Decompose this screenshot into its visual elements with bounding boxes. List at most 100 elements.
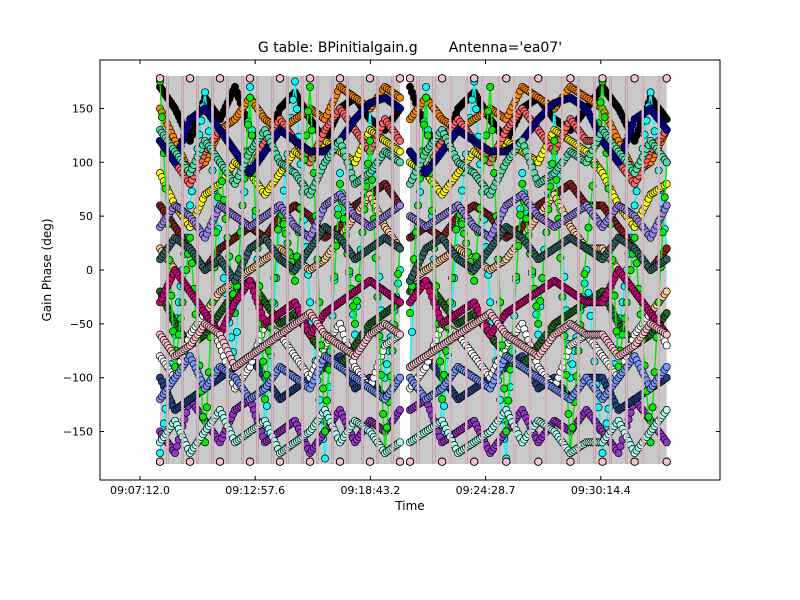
series-11-point [580,270,589,278]
series-11-point [660,193,669,202]
series-11-point [658,228,667,237]
series-2-point [662,438,671,447]
series-14-point [396,298,404,307]
series-11-point [324,365,333,374]
series-1-point [472,105,481,114]
series-11-point [422,93,430,102]
series-11-point [452,225,461,234]
series-11-point [562,371,571,379]
series-11-point [336,179,344,188]
series-11-point [302,131,311,140]
series-1-point [336,169,344,178]
series-11-point [362,182,371,191]
series-1-point [219,274,228,283]
series-11-point [420,120,428,129]
series-1-point [632,187,641,196]
series-2-point [182,408,191,417]
series-3-point [662,179,671,188]
series-2-point [172,442,181,451]
series-13-point [662,201,671,210]
series-11-point [382,423,391,432]
series-1-point [586,311,595,320]
series-11-point [484,107,493,116]
series-1-point [594,403,603,412]
chart-title: G table: BPinitialgain.g Antenna='ea07' [258,40,562,56]
series-11-point [306,82,314,91]
series-11-point [394,270,403,278]
series-12-point [396,104,404,113]
series-6-point [662,287,671,296]
series-1-point [291,77,299,86]
series-11-point [502,427,511,436]
series-11-point [536,297,545,305]
series-8-point [662,309,671,318]
series-11-point [351,319,359,328]
series-11-point [174,330,183,339]
series-1-point [187,187,196,196]
series-layer [156,74,671,466]
series-12-point [662,126,671,134]
series-2-point [396,406,404,414]
series-11-point [488,126,497,134]
series-1-point [292,105,301,114]
series-11-point [406,309,414,318]
series-1-point [598,449,607,458]
series-11-point [279,220,288,229]
series-11-point [538,274,547,283]
series-11-point [506,365,515,374]
series-1-point [650,127,659,136]
series-1-point [197,116,206,125]
series-11-point [247,131,256,140]
series-11-point [244,120,253,129]
series-1-point [602,419,611,428]
series-2-point [616,442,625,451]
series-1-point [468,95,477,104]
series-11-point [217,177,226,186]
series-11-point [321,427,329,436]
series-11-point [626,266,635,274]
series-1-point [422,82,430,91]
series-11-point [352,297,361,305]
series-11-point [470,276,479,285]
series-1-point [458,186,467,195]
series-11-point [522,214,531,223]
series-11-point [504,396,513,405]
series-9-point [396,136,404,145]
series-11-point [518,179,527,188]
series-1-point [630,201,639,210]
series-11-point [534,319,543,328]
series-11-point [307,126,316,134]
series-1-point [382,360,391,369]
series-1-point [279,186,288,195]
series-11-point [304,107,313,116]
series-1-point [159,419,168,428]
series-1-point [568,360,577,369]
series-11-point [167,291,176,300]
series-11-point [339,214,348,223]
series-1-point [642,116,651,125]
series-11-point [274,225,283,234]
series-1-point [646,88,655,97]
series-11-point [568,423,577,432]
series-11-point [564,410,573,418]
series-1-point [156,449,164,458]
series-4-point [396,93,404,102]
series-1-point [204,127,213,136]
series-11-point [377,371,386,379]
series-11-point [498,341,507,350]
series-11-point [482,131,491,140]
series-1-point [232,327,241,336]
series-11-point [261,395,269,404]
series-11-point [550,136,559,145]
series-11-point [514,241,523,250]
series-2-point [171,449,179,458]
series-10-point [662,341,671,350]
series-2-point [626,408,635,417]
series-11-point [610,291,619,300]
series-11-point [436,357,445,366]
series-11-point [259,357,268,366]
series-11-point [157,113,166,122]
series-1-point [262,402,271,410]
series-11-point [182,266,191,274]
